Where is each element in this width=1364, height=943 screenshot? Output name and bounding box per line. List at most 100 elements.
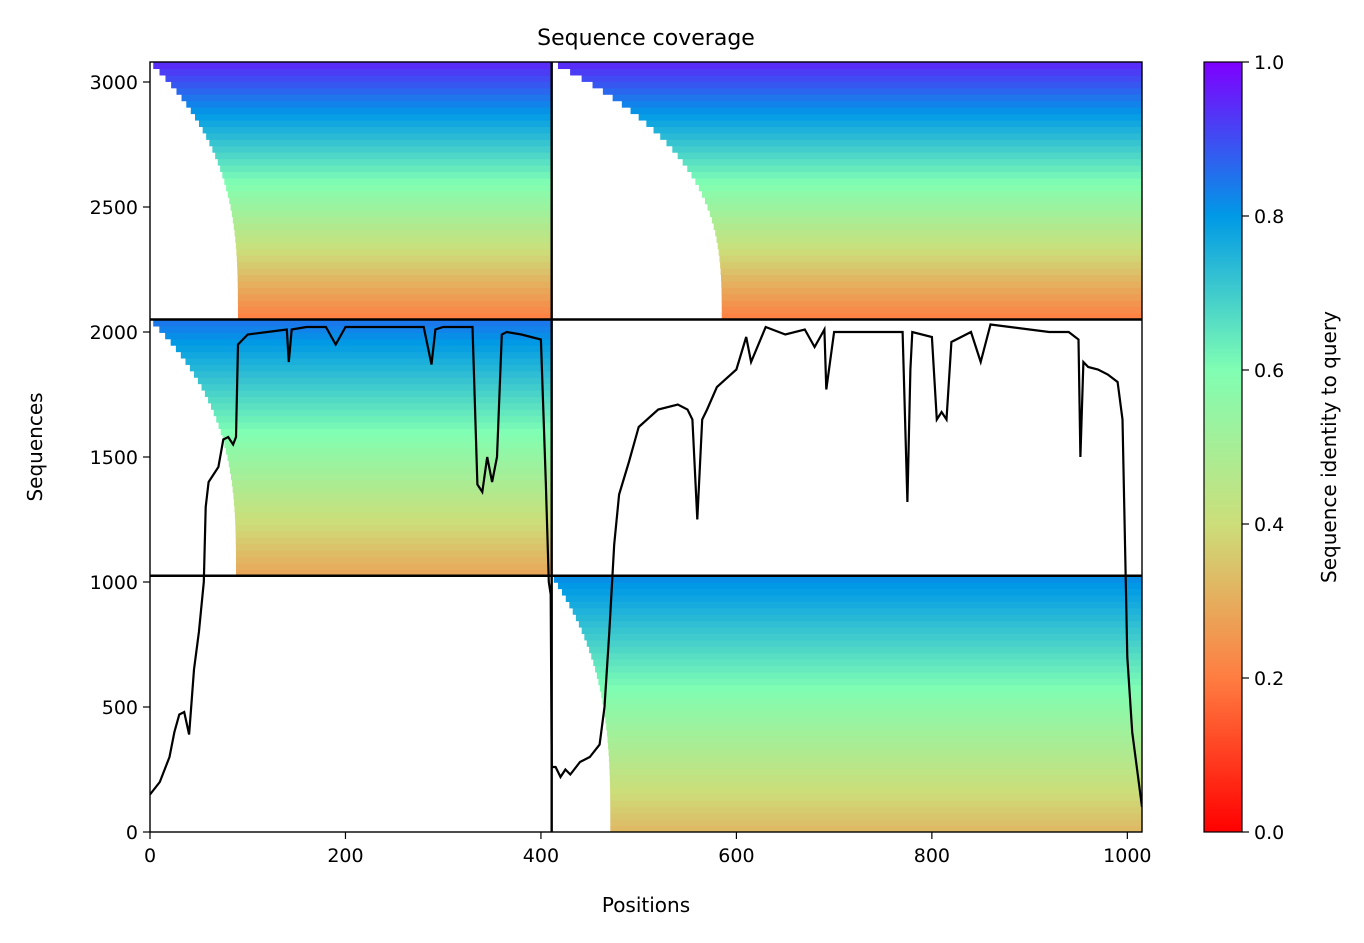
coverage-strip — [569, 601, 1142, 609]
coverage-strip — [180, 351, 552, 359]
coverage-strip — [682, 158, 1142, 166]
coverage-strip — [578, 620, 1142, 628]
coverage-strip — [224, 441, 552, 449]
coverage-strip — [235, 242, 552, 250]
coverage-strip — [666, 139, 1142, 147]
coverage-strip — [159, 68, 552, 76]
coverage-strip — [235, 524, 552, 532]
coverage-strip — [608, 755, 1142, 763]
coverage-strip — [591, 652, 1142, 660]
coverage-strip — [231, 473, 552, 481]
coverage-strip — [232, 486, 552, 494]
coverage-strip — [165, 74, 552, 82]
colorbar — [1203, 61, 1243, 833]
coverage-strip — [707, 203, 1142, 211]
coverage-strip — [653, 126, 1142, 134]
y-tick-label: 1000 — [90, 572, 138, 594]
colorbar-tick-label: 0.2 — [1254, 668, 1284, 690]
coverage-strip — [565, 594, 1142, 602]
coverage-strip — [229, 197, 552, 205]
coverage-strip — [721, 313, 1142, 321]
coverage-strip — [189, 364, 552, 372]
coverage-strip — [220, 165, 552, 173]
coverage-strip — [621, 100, 1142, 108]
coverage-strip — [589, 646, 1142, 654]
coverage-strip — [220, 428, 552, 436]
coverage-strip — [236, 569, 552, 577]
coverage-strip — [704, 197, 1142, 205]
coverage-strip — [581, 74, 1142, 82]
coverage-strip — [605, 716, 1142, 724]
coverage-strip — [201, 383, 552, 391]
coverage-block — [153, 62, 552, 321]
chart-title: Sequence coverage — [537, 26, 755, 51]
coverage-strip — [630, 107, 1142, 115]
coverage-strip — [557, 62, 1142, 70]
coverage-strip — [198, 119, 552, 127]
coverage-block — [553, 575, 1142, 832]
y-tick-label: 500 — [102, 697, 138, 719]
x-axis-label: Positions — [602, 893, 690, 917]
coverage-strip — [202, 126, 552, 134]
coverage-strip — [721, 293, 1142, 301]
coverage-strip — [607, 735, 1142, 743]
x-tick-label: 600 — [718, 845, 754, 867]
colorbar-tick-label: 0.6 — [1254, 360, 1284, 382]
coverage-strip — [237, 261, 552, 269]
coverage-strip — [601, 691, 1142, 699]
coverage-strip — [603, 703, 1142, 711]
coverage-line — [150, 323, 1142, 808]
coverage-strip — [608, 748, 1142, 756]
coverage-strip — [646, 119, 1142, 127]
coverage-strip — [586, 639, 1142, 647]
coverage-strip — [211, 402, 552, 410]
coverage-strip — [227, 190, 552, 198]
coverage-strip — [153, 62, 552, 70]
coverage-strip — [660, 132, 1142, 140]
coverage-strip — [237, 274, 552, 282]
coverage-strip — [604, 710, 1142, 718]
coverage-strip — [233, 492, 552, 500]
coverage-strip — [553, 575, 1142, 583]
colorbar-tick-label: 1.0 — [1254, 52, 1284, 74]
coverage-strip — [231, 210, 552, 218]
coverage-strip — [224, 177, 552, 185]
coverage-strip — [234, 229, 552, 237]
coverage-strip — [204, 389, 552, 397]
plot-frame — [149, 61, 1143, 833]
coverage-strip — [599, 684, 1142, 692]
coverage-strip — [159, 325, 552, 333]
coverage-block — [557, 62, 1142, 321]
coverage-strip — [212, 145, 552, 153]
y-tick-label: 2500 — [90, 197, 138, 219]
coverage-strip — [677, 152, 1142, 160]
coverage-strip — [698, 184, 1142, 192]
coverage-strip — [237, 300, 552, 308]
coverage-strip — [606, 729, 1142, 737]
coverage-strip — [610, 806, 1142, 814]
y-tick-label: 0 — [126, 822, 138, 844]
coverage-strip — [233, 222, 552, 230]
coverage-strip — [575, 614, 1142, 622]
coverage-strip — [720, 261, 1142, 269]
coverage-strip — [709, 210, 1142, 218]
coverage-strip — [702, 190, 1142, 198]
coverage-strip — [237, 287, 552, 295]
coverage-strip — [713, 222, 1142, 230]
coverage-strip — [181, 94, 552, 102]
coverage-strip — [672, 145, 1142, 153]
colorbar-ticks: 0.0 0.2 0.4 0.6 0.8 1.0 — [1242, 52, 1284, 844]
coverage-strip — [721, 300, 1142, 308]
coverage-strip — [234, 505, 552, 513]
x-tick-label: 400 — [523, 845, 559, 867]
y-axis: 0 500 1000 1500 2000 2500 3000 — [90, 72, 150, 844]
x-axis: 0 200 400 600 800 1000 — [144, 832, 1152, 867]
coverage-strip — [584, 633, 1142, 641]
coverage-strip — [717, 242, 1142, 250]
coverage-strip — [237, 313, 552, 321]
coverage-strip — [194, 370, 552, 378]
colorbar-label: Sequence identity to query — [1317, 311, 1341, 583]
coverage-strip — [235, 556, 552, 564]
coverage-strip — [213, 409, 552, 417]
